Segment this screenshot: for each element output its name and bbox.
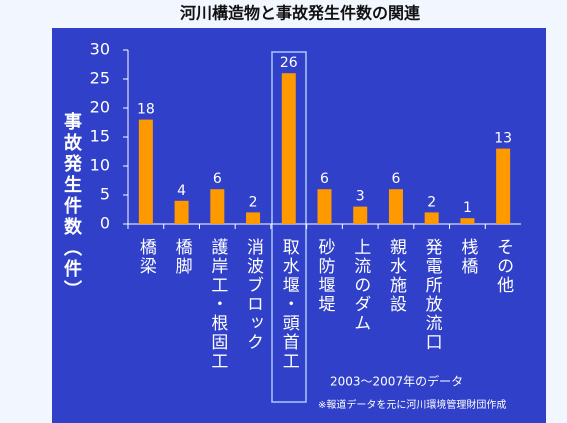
bar <box>388 189 403 224</box>
x-tick-label: 砂防堰堤 <box>315 238 336 314</box>
panel <box>52 28 546 423</box>
annotation: 2003～2007年のデータ <box>330 374 463 389</box>
y-tick-label: 0 <box>100 214 110 233</box>
x-tick-label: 橋梁 <box>136 238 157 276</box>
data-label: 3 <box>356 189 365 205</box>
data-label: 1 <box>463 200 472 216</box>
y-tick-label: 30 <box>90 40 110 59</box>
x-tick-label: 消波ブロック <box>243 238 264 352</box>
bar <box>210 189 225 224</box>
y-axis-title: 事故発生件数（件） <box>61 111 83 301</box>
x-tick-label: 橋脚 <box>172 238 193 276</box>
highlight-box <box>271 51 307 403</box>
x-tick-label: 桟橋 <box>457 238 478 276</box>
x-tick-label: 親水施設 <box>386 238 407 314</box>
data-label: 6 <box>320 171 329 187</box>
chart-title: 河川構造物と事故発生件数の関連 <box>180 4 421 23</box>
y-tick-label: 25 <box>90 69 110 88</box>
bar <box>281 73 296 224</box>
data-label: 4 <box>177 183 186 199</box>
x-tick-label: 上流のダム <box>350 238 371 333</box>
data-label: 6 <box>391 171 400 187</box>
y-tick-label: 10 <box>90 156 110 175</box>
bar <box>246 212 261 224</box>
x-tick-label: その他 <box>493 238 514 295</box>
bar <box>496 148 511 224</box>
y-tick-label: 15 <box>90 127 110 146</box>
bar <box>460 218 475 224</box>
x-tick-label: 取水堰・頭首工 <box>279 238 300 371</box>
data-label: 13 <box>494 131 512 147</box>
x-tick-label: 護岸工・根固工 <box>207 238 228 371</box>
data-label: 18 <box>137 102 155 118</box>
data-label: 6 <box>213 171 222 187</box>
bar <box>317 189 332 224</box>
bar <box>138 119 153 224</box>
bar <box>424 212 439 224</box>
data-label: 2 <box>249 194 258 210</box>
y-tick-label: 5 <box>100 185 110 204</box>
data-label: 2 <box>427 194 436 210</box>
annotation: ※報道データを元に河川環境管理財団作成 <box>318 398 506 411</box>
y-tick-label: 20 <box>90 98 110 117</box>
bar <box>174 200 189 224</box>
data-label: 26 <box>280 55 298 71</box>
x-tick-label: 発電所放流口 <box>422 238 443 352</box>
bar <box>353 206 368 224</box>
